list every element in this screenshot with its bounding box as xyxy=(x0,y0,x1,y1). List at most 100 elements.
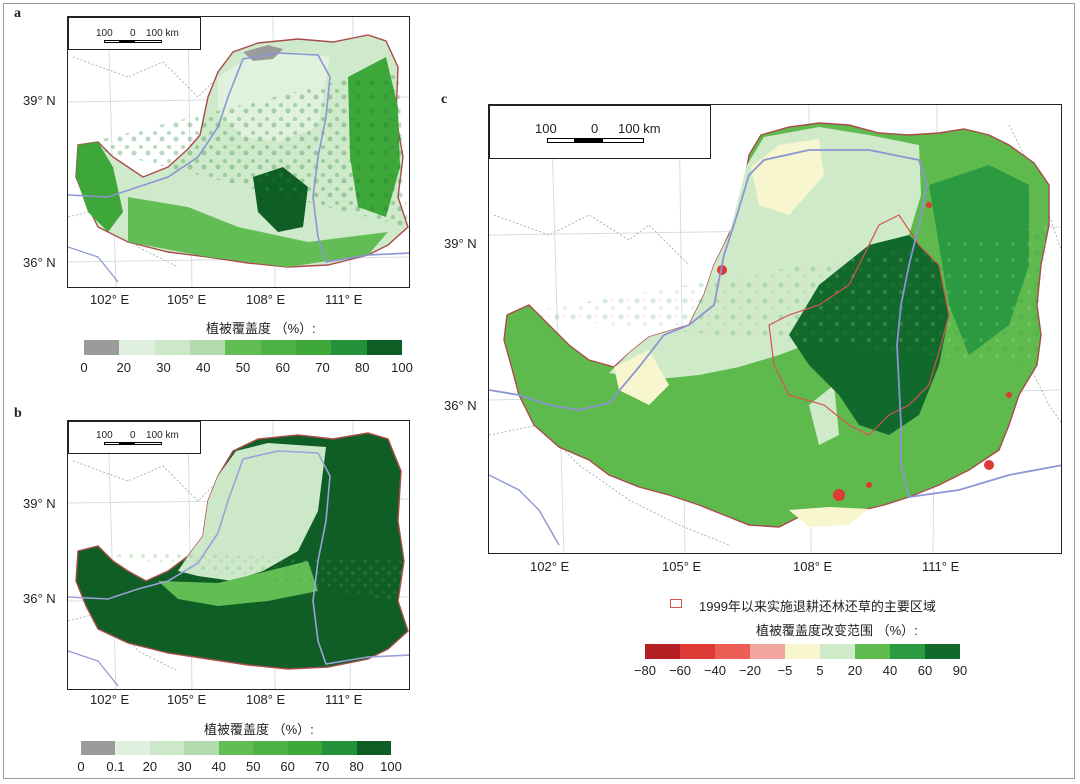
legend-swatch xyxy=(820,644,855,659)
legend-bar-c xyxy=(645,644,960,659)
legend-swatch xyxy=(115,741,150,755)
legend-swatch xyxy=(81,741,116,755)
light-change-area xyxy=(609,127,921,380)
light-change-area-2 xyxy=(809,385,839,445)
scale-mid: 0 xyxy=(591,121,599,136)
region-key-swatch xyxy=(670,599,682,608)
legend-tick-label: −20 xyxy=(738,663,762,678)
map-panel-c: 100 0 100 km xyxy=(488,104,1062,554)
legend-ticks-c: −80 −60 −40 −20 −5 5 20 40 60 90 xyxy=(634,663,967,679)
legend-bar-a xyxy=(84,340,402,355)
map-panel-b: 100 0 100 km xyxy=(67,420,410,690)
legend-ticks-a: 0 20 30 40 50 60 70 80 100 xyxy=(80,360,412,376)
legend-tick-label: 40 xyxy=(196,360,211,375)
scale-mid: 0 xyxy=(130,430,136,441)
lon-label-105e: 105° E xyxy=(167,692,207,707)
lon-label-105e: 105° E xyxy=(662,559,702,574)
legend-swatch xyxy=(84,340,120,355)
legend-swatch xyxy=(253,741,288,755)
scale-box-c: 100 0 100 km xyxy=(489,105,711,159)
legend-tick-label: 50 xyxy=(245,759,261,774)
legend-tick-label: −80 xyxy=(633,663,657,678)
yellow-river xyxy=(68,52,409,263)
legend-swatch xyxy=(154,340,190,355)
legend-swatch xyxy=(119,340,155,355)
legend-tick-label: 20 xyxy=(116,360,131,375)
legend-tick-label: 100 xyxy=(391,360,413,375)
no-change-area-2 xyxy=(614,350,669,405)
panel-b-letter: b xyxy=(14,406,22,421)
legend-swatch xyxy=(218,741,254,755)
legend-tick-label: 50 xyxy=(235,360,251,375)
legend-swatch xyxy=(189,340,226,355)
legend-tick-label: −5 xyxy=(777,663,793,678)
lat-label-39n: 39° N xyxy=(444,236,477,251)
legend-tick-label: 60 xyxy=(275,360,290,375)
vegetation-west xyxy=(76,142,123,232)
legend-swatch xyxy=(331,340,367,355)
legend-tick-label: 20 xyxy=(847,663,863,678)
map-panel-a: 100 0 100 km xyxy=(67,16,410,288)
legend-title-b: 植被覆盖度 （%）: xyxy=(204,722,314,737)
yellow-river xyxy=(489,149,1061,499)
sand-area xyxy=(178,443,326,581)
legend-swatch xyxy=(715,644,750,659)
legend-swatch xyxy=(645,644,680,659)
legend-tick-label: 60 xyxy=(280,759,295,774)
legend-tick-label: 100 xyxy=(380,759,402,774)
scale-left: 100 xyxy=(535,121,557,136)
legend-swatch xyxy=(295,340,332,355)
legend-swatch xyxy=(855,644,890,659)
lon-label-108e: 108° E xyxy=(246,292,286,307)
legend-tick-label: 90 xyxy=(952,663,968,678)
grain-for-green-outline xyxy=(768,214,950,436)
figure-frame xyxy=(3,3,1075,779)
legend-swatch xyxy=(225,340,261,355)
legend-title-c: 植被覆盖度改变范围 （%）: xyxy=(756,623,918,638)
scale-right: 100 km xyxy=(146,28,179,39)
scale-bar-white-2 xyxy=(134,442,162,445)
legend-tick-label: 0 xyxy=(77,759,85,774)
legend-tick-label: 5 xyxy=(816,663,824,678)
lon-label-102e: 102° E xyxy=(530,559,570,574)
scale-right: 100 km xyxy=(146,430,179,441)
legend-bar-b xyxy=(81,741,391,755)
decrease-patches xyxy=(717,202,1012,501)
legend-title-a: 植被覆盖度 （%）: xyxy=(206,321,316,336)
legend-tick-label: 0.1 xyxy=(106,759,125,774)
legend-swatch xyxy=(785,644,820,659)
lon-label-108e: 108° E xyxy=(246,692,286,707)
legend-tick-label: 0 xyxy=(80,360,88,375)
lon-label-111e: 111° E xyxy=(325,292,363,307)
legend-tick-label: 30 xyxy=(156,360,171,375)
river-southwest xyxy=(68,246,119,283)
lon-label-102e: 102° E xyxy=(90,292,130,307)
lon-label-111e: 111° E xyxy=(922,559,960,574)
legend-swatch xyxy=(260,340,296,355)
map-a-graphic xyxy=(68,17,409,287)
legend-swatch xyxy=(287,741,323,755)
lat-label-39n: 39° N xyxy=(23,496,56,511)
lat-label-36n: 36° N xyxy=(23,255,56,270)
scale-left: 100 xyxy=(96,28,113,39)
legend-tick-label: 30 xyxy=(177,759,192,774)
legend-swatch xyxy=(322,741,357,755)
scale-bar-white-2 xyxy=(602,138,644,143)
lat-label-36n: 36° N xyxy=(23,591,56,606)
scale-box-b: 100 0 100 km xyxy=(68,421,201,454)
legend-tick-label: 80 xyxy=(349,759,364,774)
lat-label-39n: 39° N xyxy=(23,93,56,108)
scale-bar-black xyxy=(574,138,602,143)
legend-swatch xyxy=(750,644,785,659)
legend-tick-label: 60 xyxy=(917,663,933,678)
legend-swatch xyxy=(925,644,960,659)
panel-a-letter: a xyxy=(14,6,21,21)
scale-mid: 0 xyxy=(130,28,136,39)
map-c-graphic xyxy=(489,105,1061,553)
region-key-label: 1999年以来实施退耕还林还草的主要区域 xyxy=(699,599,936,614)
lon-label-105e: 105° E xyxy=(167,292,207,307)
lon-label-111e: 111° E xyxy=(325,692,363,707)
legend-tick-label: 70 xyxy=(315,360,330,375)
legend-ticks-b: 0 0.1 20 30 40 50 60 70 80 100 xyxy=(77,759,401,775)
legend-tick-label: 80 xyxy=(355,360,370,375)
